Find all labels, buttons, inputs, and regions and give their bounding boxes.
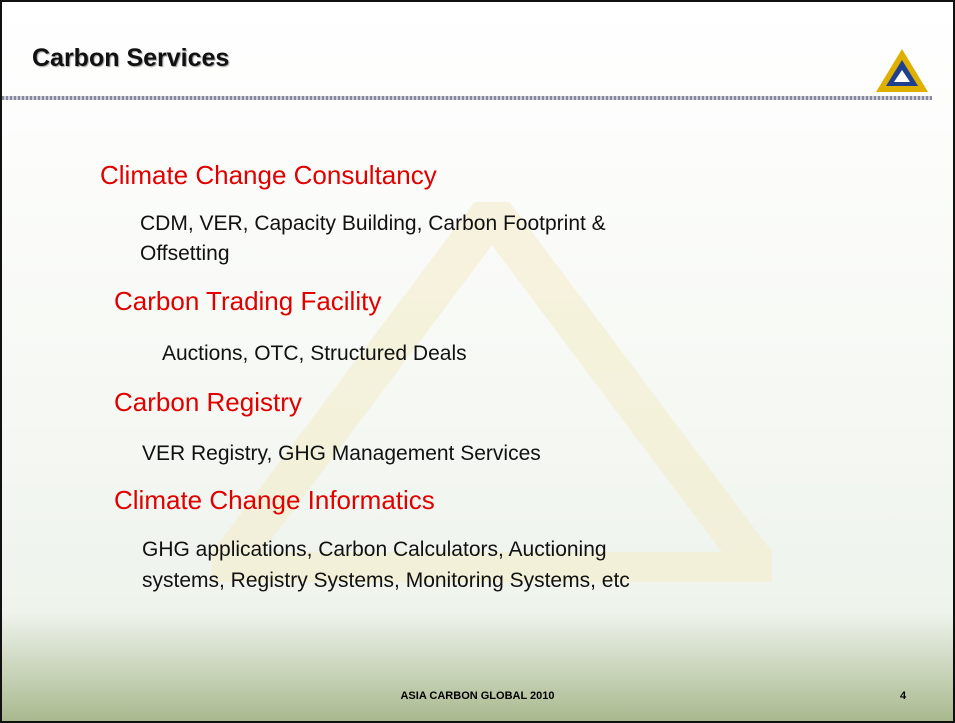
watermark: [212, 202, 772, 582]
text: GHG applications, Carbon Calculators, Au…: [142, 538, 607, 561]
divider: [2, 96, 932, 100]
text: systems, Registry Systems, Monitoring Sy…: [142, 569, 630, 592]
heading: Carbon Registry: [114, 387, 302, 417]
heading: Climate Change Informatics: [114, 485, 435, 515]
heading: Carbon Trading Facility: [114, 286, 382, 316]
logo: [876, 49, 928, 92]
heading: Climate Change Consultancy: [100, 160, 437, 190]
title: Carbon Services: [32, 44, 230, 72]
page-number: 4: [900, 690, 907, 702]
text: Offsetting: [140, 242, 230, 265]
footer: ASIA CARBON GLOBAL 2010: [400, 690, 555, 702]
text: VER Registry, GHG Management Services: [142, 442, 541, 465]
text: Auctions, OTC, Structured Deals: [162, 342, 467, 365]
text: CDM, VER, Capacity Building, Carbon Foot…: [140, 212, 606, 235]
